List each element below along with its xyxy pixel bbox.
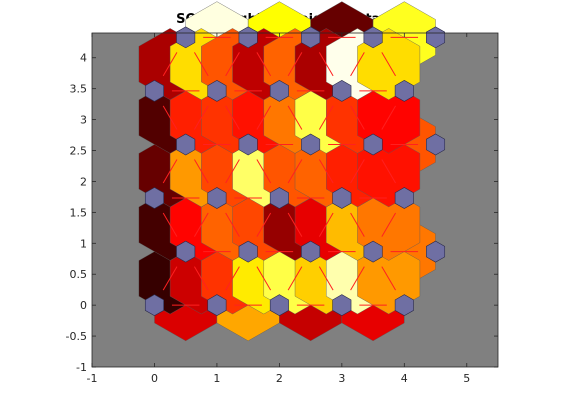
y-tick-label: 3 [80,114,87,127]
neuron [207,187,227,209]
connection-line [287,212,303,237]
connection-line [287,266,303,291]
neuron [394,187,414,209]
connection-line [287,52,303,77]
y-tick-label: -0.5 [66,330,87,343]
y-tick-label: 4 [80,52,87,65]
connection-line [194,52,209,77]
connection-line [194,159,209,184]
connection-line [162,52,178,77]
connection-line [350,159,365,184]
connection-line [381,52,396,77]
y-tick-label: 1.5 [70,206,88,219]
axes: -1 0 1 2 3 4 5 -1 -0.5 0 0.5 1 1.5 2 2.5 3 3.5 4 [66,33,498,385]
connection-line [318,212,334,237]
x-tick-label: 4 [401,372,408,385]
connection-line [194,105,209,130]
y-tick-label: 3.5 [70,83,88,96]
connection-line [225,52,240,77]
connection-line [381,212,396,237]
y-tick-label: 0 [80,299,87,312]
neuron [238,133,258,156]
connection-line [381,266,396,291]
connection-line [225,212,240,237]
connection-line [194,266,209,291]
connection-line [225,159,240,184]
connection-line [318,159,334,184]
connection-line [256,52,272,77]
distance-cells [138,1,436,342]
neuron [394,294,414,317]
connection-line [162,266,178,291]
neuron [426,240,446,263]
connection-line [256,159,272,184]
connection-line [162,159,178,184]
connection-line [162,105,178,130]
x-tick-label: 0 [151,372,158,385]
connection-line [350,212,365,237]
connection-line [287,159,303,184]
y-tick-label: 0.5 [70,268,88,281]
neuron [144,294,164,317]
neuron [207,80,227,102]
connection-line [256,212,272,237]
neuron [426,26,446,49]
connection-line [318,105,334,130]
neuron [332,294,352,317]
y-tick-label: -1 [76,361,87,374]
connection-line [350,266,365,291]
neuron [426,133,446,156]
x-tick-label: 2 [276,372,283,385]
neuron [269,80,289,102]
connection-line [381,105,396,130]
neuron [301,133,321,156]
x-tick-label: 1 [213,372,220,385]
neuron [269,294,289,317]
connection-line [318,266,334,291]
x-tick-label: 5 [463,372,470,385]
connection-line [225,266,240,291]
neuron [301,26,321,49]
neuron [363,240,383,263]
y-tick-label: 1 [80,237,87,250]
x-tick-label: -1 [87,372,98,385]
connection-line [318,52,334,77]
y-tick-label: 2.5 [70,145,88,158]
neuron [363,133,383,156]
connection-lines [162,36,419,306]
neuron [363,26,383,49]
x-tick-label: 3 [338,372,345,385]
connection-line [256,266,272,291]
y-tick-label: 2 [80,175,87,188]
connection-line [287,105,303,130]
neuron [144,187,164,209]
neuron [269,187,289,209]
neuron [144,80,164,102]
connection-line [381,159,396,184]
connection-line [194,212,209,237]
neuron [238,26,258,49]
neuron [301,240,321,263]
connection-line [162,212,178,237]
plot-frame [91,32,499,368]
neuron [176,26,196,49]
neuron [207,294,227,317]
connection-line [256,105,272,130]
connection-line [225,105,240,130]
neuron [394,80,414,102]
neurons [144,26,446,317]
neuron [332,187,352,209]
neuron [176,133,196,156]
neuron [332,80,352,102]
connection-line [350,52,365,77]
neuron [176,240,196,263]
connection-line [350,105,365,130]
neuron [238,240,258,263]
